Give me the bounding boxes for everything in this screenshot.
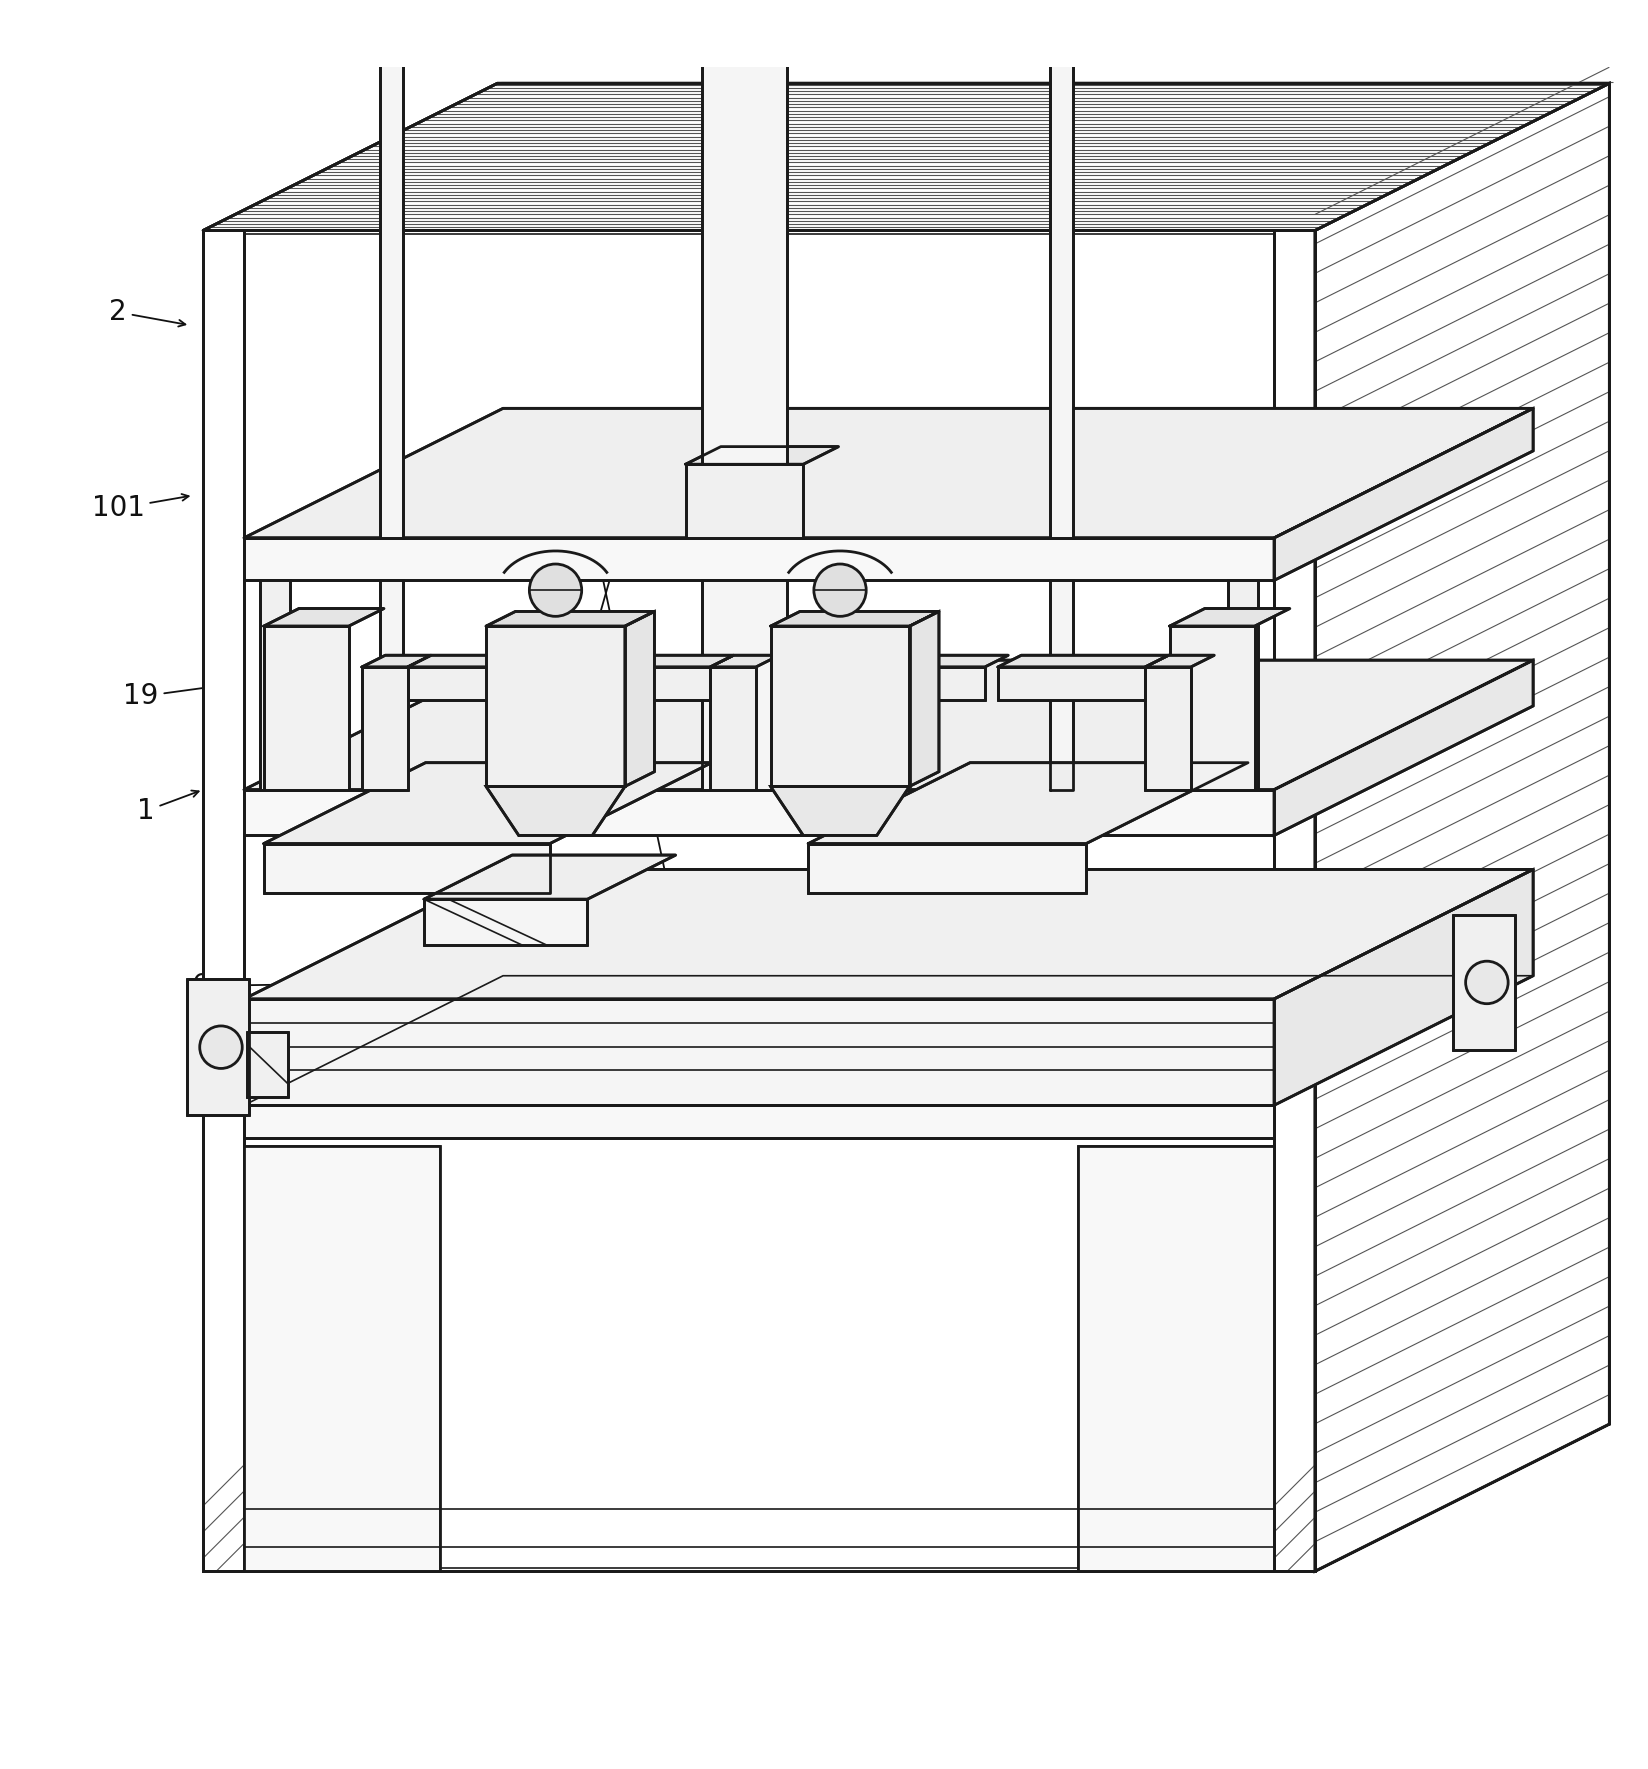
Polygon shape — [1168, 609, 1289, 626]
Polygon shape — [770, 787, 910, 835]
Polygon shape — [686, 463, 803, 538]
Polygon shape — [770, 612, 938, 626]
Polygon shape — [910, 612, 938, 787]
Polygon shape — [702, 0, 786, 463]
Polygon shape — [1168, 626, 1254, 789]
Polygon shape — [997, 655, 1168, 667]
Polygon shape — [710, 667, 755, 789]
Polygon shape — [264, 844, 549, 893]
Polygon shape — [1452, 915, 1515, 1051]
Polygon shape — [1144, 667, 1190, 789]
Polygon shape — [1050, 18, 1073, 538]
Polygon shape — [203, 230, 1313, 1571]
Polygon shape — [244, 409, 1533, 538]
Text: 1: 1 — [137, 791, 198, 824]
Polygon shape — [379, 580, 402, 789]
Polygon shape — [203, 83, 1608, 230]
Polygon shape — [244, 999, 1274, 1106]
Polygon shape — [203, 230, 244, 1571]
Polygon shape — [244, 660, 1533, 789]
Circle shape — [529, 564, 582, 616]
Polygon shape — [1228, 580, 1257, 789]
Polygon shape — [244, 789, 1274, 835]
Polygon shape — [244, 1106, 1274, 1137]
Text: 101: 101 — [92, 494, 188, 522]
Polygon shape — [808, 762, 1248, 844]
Text: 5: 5 — [570, 453, 694, 1003]
Polygon shape — [264, 609, 384, 626]
Polygon shape — [264, 762, 712, 844]
Polygon shape — [562, 655, 733, 667]
Polygon shape — [361, 655, 430, 667]
Polygon shape — [1144, 655, 1213, 667]
Circle shape — [1465, 961, 1508, 1003]
Polygon shape — [486, 612, 654, 626]
Polygon shape — [808, 844, 1086, 893]
Polygon shape — [1313, 83, 1608, 1571]
Polygon shape — [1274, 230, 1313, 1571]
Polygon shape — [264, 626, 348, 789]
Polygon shape — [407, 667, 554, 701]
Polygon shape — [625, 612, 654, 787]
Circle shape — [814, 564, 865, 616]
Polygon shape — [562, 667, 710, 701]
Polygon shape — [770, 626, 910, 787]
Polygon shape — [424, 854, 676, 899]
Polygon shape — [1313, 83, 1608, 1571]
Polygon shape — [791, 655, 860, 667]
Text: 191: 191 — [527, 547, 641, 863]
Text: 19: 19 — [124, 679, 244, 711]
Polygon shape — [1040, 0, 1083, 18]
Polygon shape — [686, 446, 839, 463]
Polygon shape — [203, 83, 1608, 230]
Polygon shape — [361, 667, 407, 789]
Polygon shape — [244, 1146, 440, 1571]
Polygon shape — [702, 580, 786, 789]
Polygon shape — [1274, 869, 1533, 1106]
Polygon shape — [837, 667, 984, 701]
Text: 6: 6 — [191, 971, 419, 999]
Polygon shape — [379, 0, 402, 538]
Polygon shape — [1274, 409, 1533, 580]
Polygon shape — [1050, 580, 1073, 789]
Polygon shape — [424, 899, 587, 945]
Polygon shape — [710, 655, 780, 667]
Polygon shape — [407, 655, 578, 667]
Polygon shape — [486, 787, 625, 835]
Polygon shape — [260, 580, 290, 789]
Polygon shape — [1274, 660, 1533, 835]
Polygon shape — [244, 869, 1533, 999]
Polygon shape — [247, 1031, 288, 1097]
Polygon shape — [186, 980, 249, 1114]
Polygon shape — [791, 667, 837, 789]
Polygon shape — [1078, 1146, 1274, 1571]
Polygon shape — [244, 538, 1274, 580]
Polygon shape — [997, 667, 1144, 701]
Circle shape — [199, 1026, 242, 1068]
Polygon shape — [837, 655, 1007, 667]
Polygon shape — [486, 626, 625, 787]
Text: 2: 2 — [109, 299, 185, 327]
